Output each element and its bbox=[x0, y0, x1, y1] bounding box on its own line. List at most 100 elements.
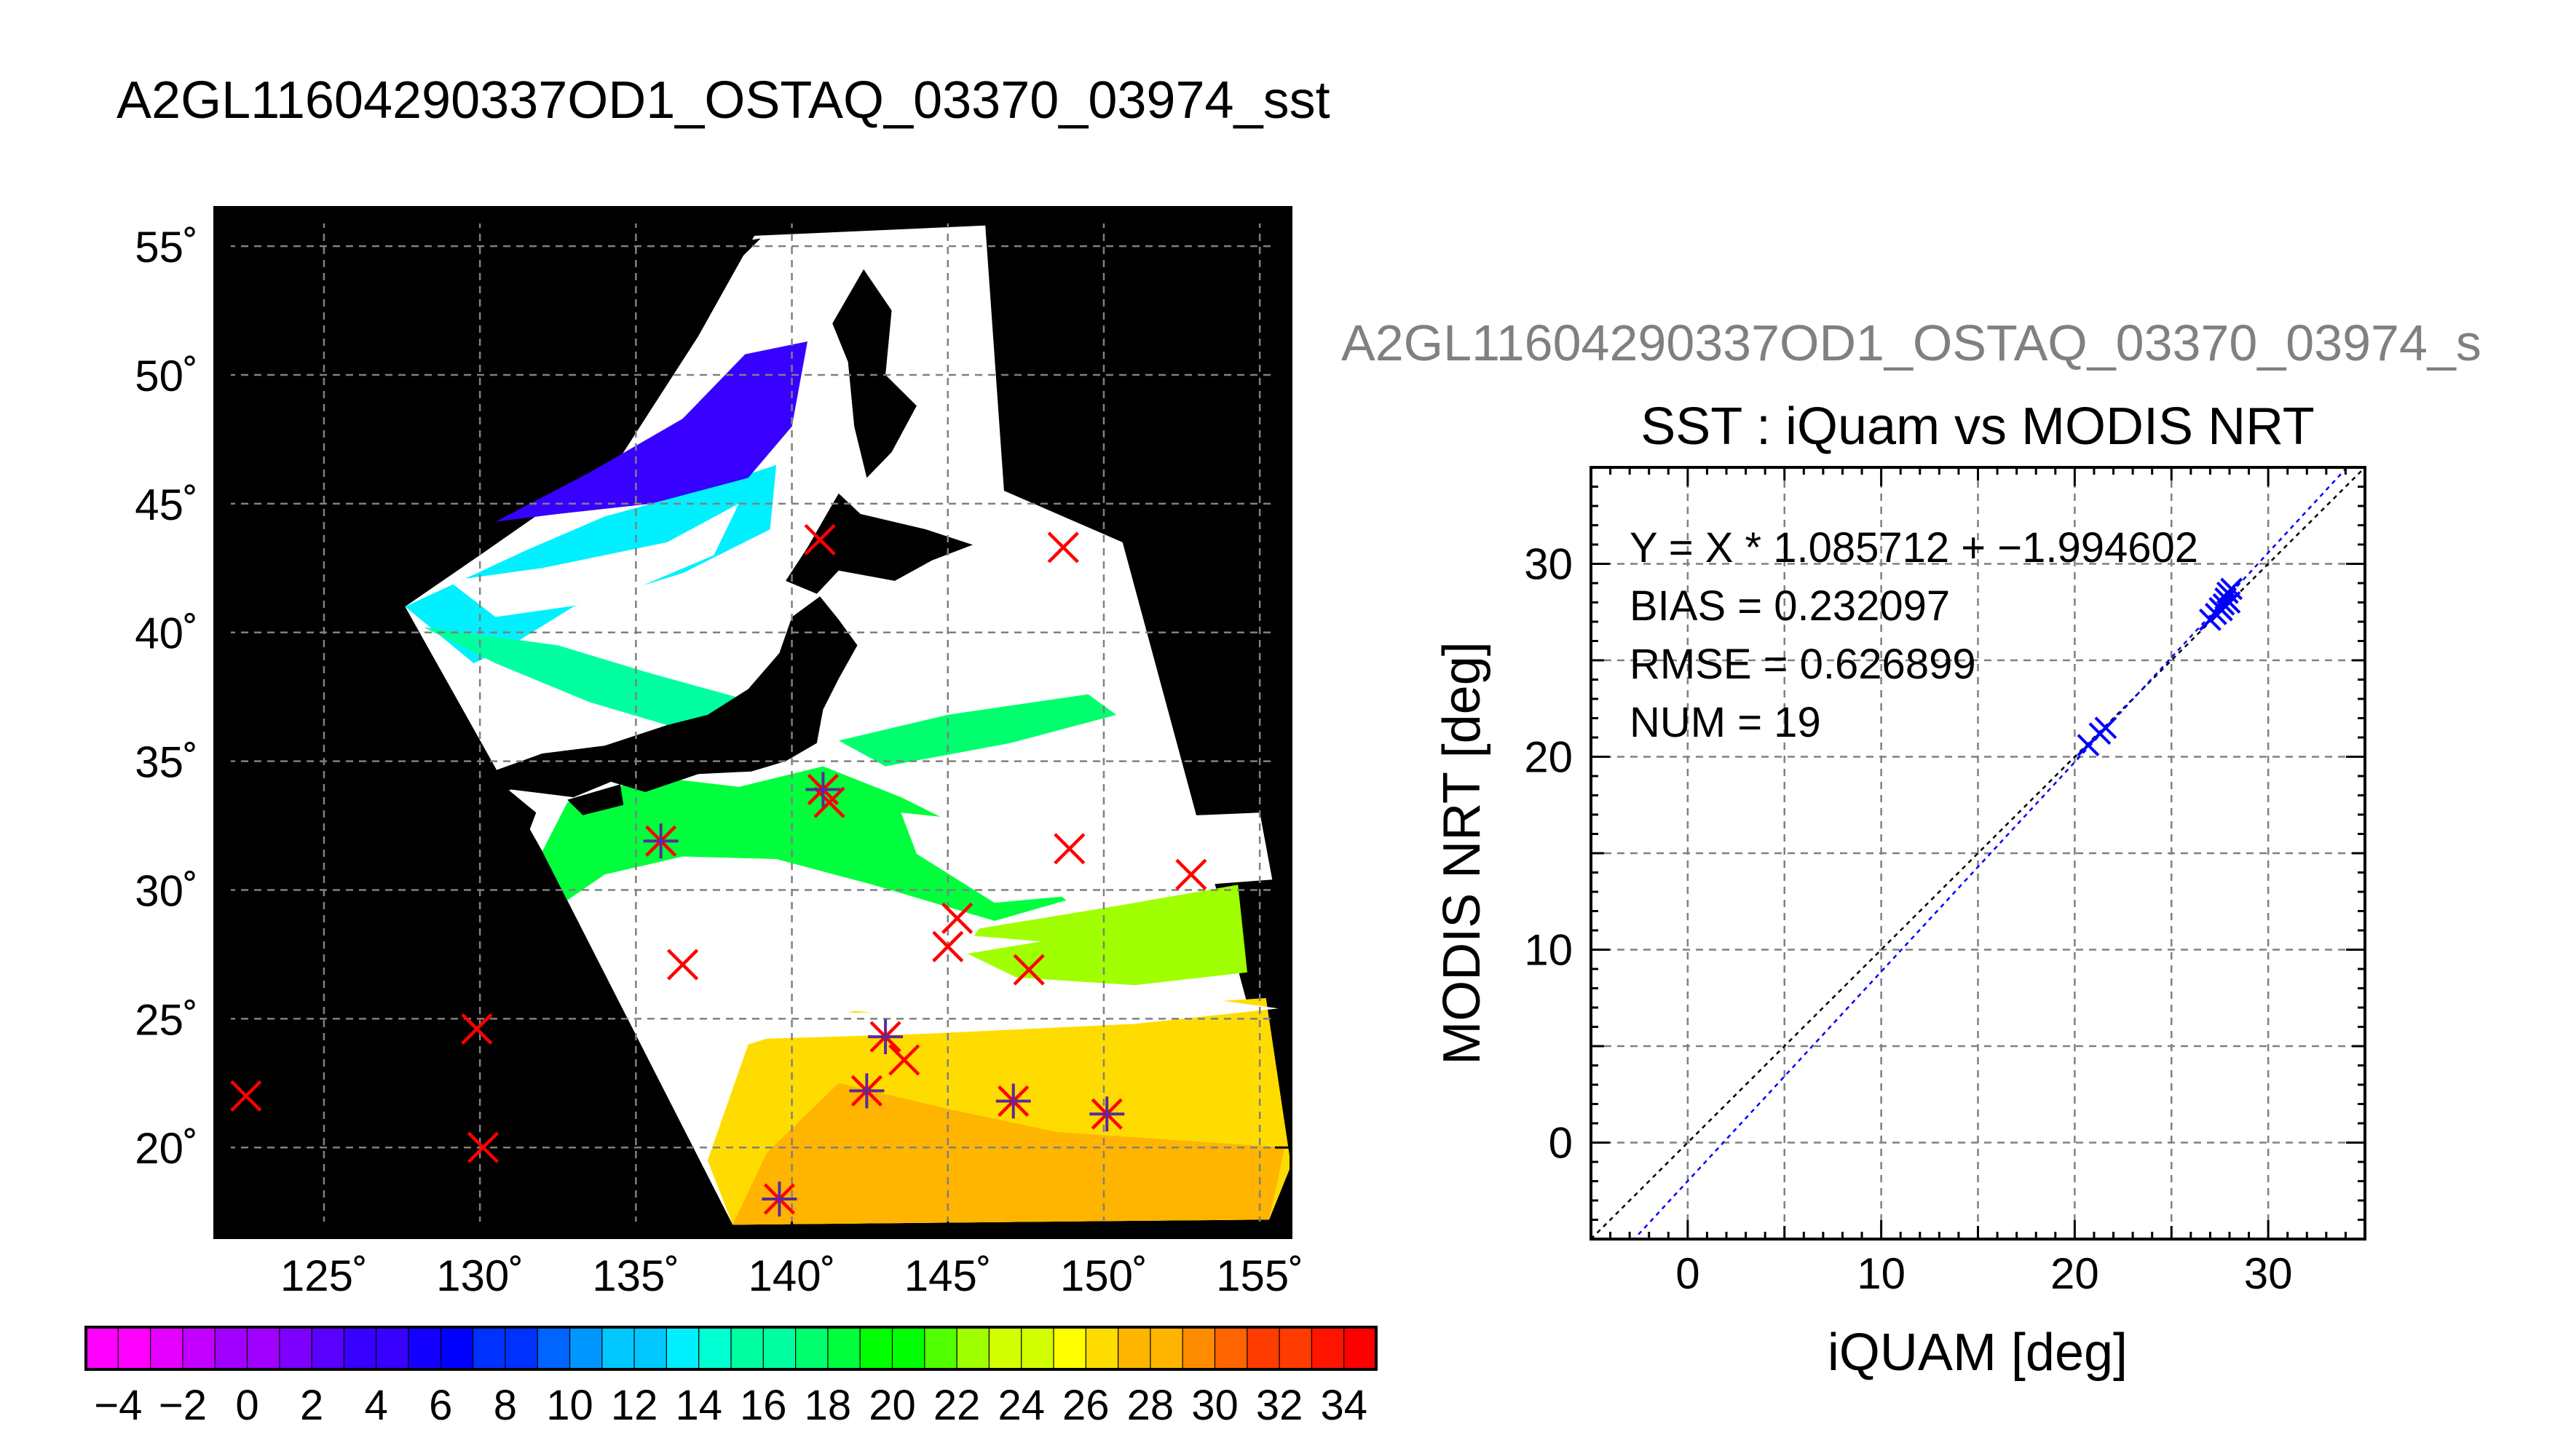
colorbar-label: 28 bbox=[1127, 1382, 1174, 1429]
sst-band-cold bbox=[495, 341, 807, 522]
map-lon-label: 145˚ bbox=[904, 1251, 992, 1300]
colorbar-label: 14 bbox=[675, 1382, 722, 1429]
map-lon-label: 150˚ bbox=[1060, 1251, 1148, 1300]
sst-band-warm bbox=[542, 766, 1067, 921]
scatter-x-tick-label: 20 bbox=[2050, 1249, 2099, 1298]
cloud-band-3 bbox=[901, 812, 1273, 903]
sst-zones bbox=[405, 341, 1291, 1225]
map-lat-label: 45˚ bbox=[135, 480, 198, 529]
colorbar-label: 34 bbox=[1320, 1382, 1367, 1429]
scatter-xlabel: iQUAM [deg] bbox=[1828, 1324, 2128, 1382]
cloud-band-4 bbox=[449, 503, 739, 617]
map-marker-x bbox=[461, 1013, 493, 1045]
map-lon-labels: 125˚ 130˚ 135˚ 140˚ 145˚ 150˚ 155˚ bbox=[280, 1251, 1303, 1300]
map-lon-label: 155˚ bbox=[1216, 1251, 1303, 1300]
map-marker-x bbox=[230, 1080, 262, 1112]
colorbar-label: 8 bbox=[494, 1382, 517, 1429]
regression-line bbox=[1632, 467, 2349, 1239]
colorbar-cell bbox=[924, 1326, 958, 1370]
map-grid bbox=[215, 207, 1291, 1238]
scatter-stat-line: BIAS = 0.232097 bbox=[1630, 582, 1950, 630]
colorbar-cell bbox=[537, 1326, 571, 1370]
colorbar-cell bbox=[1021, 1326, 1055, 1370]
colorbar-cell bbox=[311, 1326, 345, 1370]
map-lat-label: 25˚ bbox=[135, 995, 198, 1044]
colorbar-cell bbox=[408, 1326, 442, 1370]
colorbar-cell bbox=[666, 1326, 700, 1370]
colorbar-frame bbox=[84, 1326, 1378, 1371]
scatter-point bbox=[2220, 577, 2243, 601]
colorbar-cell bbox=[633, 1326, 668, 1370]
colorbar-cells bbox=[85, 1326, 1378, 1370]
colorbar-cell bbox=[1182, 1326, 1216, 1370]
scatter-subtitle: A2GL11604290337OD1_OSTAQ_03370_03974_s bbox=[1341, 314, 2481, 371]
colorbar-cell bbox=[794, 1326, 829, 1370]
map-panel: 20˚ 25˚ 30˚ 35˚ 40˚ 45˚ 50˚ 55˚ 125˚ 130˚ 135˚ 140… bbox=[135, 206, 1303, 1300]
sst-band-streak bbox=[838, 694, 1117, 767]
colorbar-cell bbox=[505, 1326, 539, 1370]
scatter-stat-line: NUM = 19 bbox=[1630, 699, 1821, 746]
colorbar-cell bbox=[150, 1326, 184, 1370]
colorbar-cell bbox=[601, 1326, 636, 1370]
colorbar-cell bbox=[1343, 1326, 1378, 1370]
scatter-ylabel: MODIS NRT [deg] bbox=[1433, 641, 1491, 1065]
scatter-grid bbox=[1591, 467, 2365, 1239]
map-marker-x bbox=[667, 949, 699, 981]
map-marker-x bbox=[888, 1044, 920, 1076]
colorbar-cell bbox=[1150, 1326, 1184, 1370]
scatter-point bbox=[2094, 716, 2117, 740]
colorbar-cell bbox=[1247, 1326, 1281, 1370]
colorbar-cell bbox=[214, 1326, 248, 1370]
colorbar-label: −2 bbox=[159, 1382, 207, 1429]
scatter-content bbox=[1591, 467, 2365, 1239]
colorbar-cell bbox=[859, 1326, 893, 1370]
map-lon-label: 130˚ bbox=[436, 1251, 524, 1300]
map-marker-x bbox=[467, 1131, 499, 1163]
map-marker-star bbox=[995, 1083, 1031, 1119]
scatter-stats: Y = X * 1.085712 + −1.994602 BIAS = 0.232… bbox=[1630, 524, 2198, 746]
colorbar-label: 24 bbox=[998, 1382, 1045, 1429]
colorbar-cell bbox=[117, 1326, 151, 1370]
scatter-stat-line: Y = X * 1.085712 + −1.994602 bbox=[1630, 524, 2198, 571]
colorbar-cell bbox=[279, 1326, 313, 1370]
colorbar-label: 4 bbox=[365, 1382, 388, 1429]
map-marker-x bbox=[1175, 858, 1207, 890]
map-lat-label: 50˚ bbox=[135, 352, 198, 400]
colorbar-label: 22 bbox=[933, 1382, 981, 1429]
sst-band-hot bbox=[732, 1083, 1285, 1225]
scatter-x-tick-label: 0 bbox=[1675, 1249, 1699, 1298]
map-frame bbox=[213, 206, 1292, 1239]
land-honshu bbox=[473, 596, 858, 800]
map-lat-label: 30˚ bbox=[135, 866, 198, 915]
map-lat-labels: 20˚ 25˚ 30˚ 35˚ 40˚ 45˚ 50˚ 55˚ bbox=[135, 223, 198, 1173]
land-shikoku bbox=[567, 784, 624, 815]
colorbar-cell bbox=[956, 1326, 990, 1370]
map-marker-star bbox=[849, 1073, 885, 1109]
map-marker-x bbox=[1013, 954, 1045, 986]
colorbar-cell bbox=[1085, 1326, 1119, 1370]
colorbar-cell bbox=[698, 1326, 732, 1370]
scatter-stat-line: RMSE = 0.626899 bbox=[1630, 641, 1976, 688]
colorbar-cell bbox=[85, 1326, 119, 1370]
colorbar-labels: −4 −2 0 2 4 6 8 10 12 14 16 18 20 22 24 26 28 30 32 34 bbox=[94, 1382, 1367, 1429]
colorbar-cell bbox=[569, 1326, 603, 1370]
map-lon-label: 140˚ bbox=[749, 1251, 836, 1300]
colorbar-cell bbox=[440, 1326, 474, 1370]
colorbar-label: 2 bbox=[300, 1382, 323, 1429]
map-marker-star bbox=[643, 823, 679, 859]
colorbar-label: 10 bbox=[546, 1382, 593, 1429]
colorbar-label: 0 bbox=[235, 1382, 258, 1429]
colorbar-cell bbox=[1214, 1326, 1248, 1370]
colorbar-cell bbox=[1311, 1326, 1345, 1370]
map-lon-label: 125˚ bbox=[280, 1251, 368, 1300]
colorbar-cell bbox=[1117, 1326, 1151, 1370]
scatter-y-tick-labels: 0 10 20 30 bbox=[1524, 540, 1573, 1168]
map-lat-label: 55˚ bbox=[135, 223, 198, 272]
colorbar-label: 20 bbox=[869, 1382, 916, 1429]
map-lat-label: 40˚ bbox=[135, 609, 198, 658]
land-kyushu bbox=[467, 789, 537, 859]
colorbar-cell bbox=[472, 1326, 506, 1370]
colorbar: −4 −2 0 2 4 6 8 10 12 14 16 18 20 22 24 26 28 30 32 34 bbox=[84, 1326, 1378, 1429]
map-marker-x bbox=[941, 902, 974, 934]
map-marker-x bbox=[804, 523, 836, 555]
